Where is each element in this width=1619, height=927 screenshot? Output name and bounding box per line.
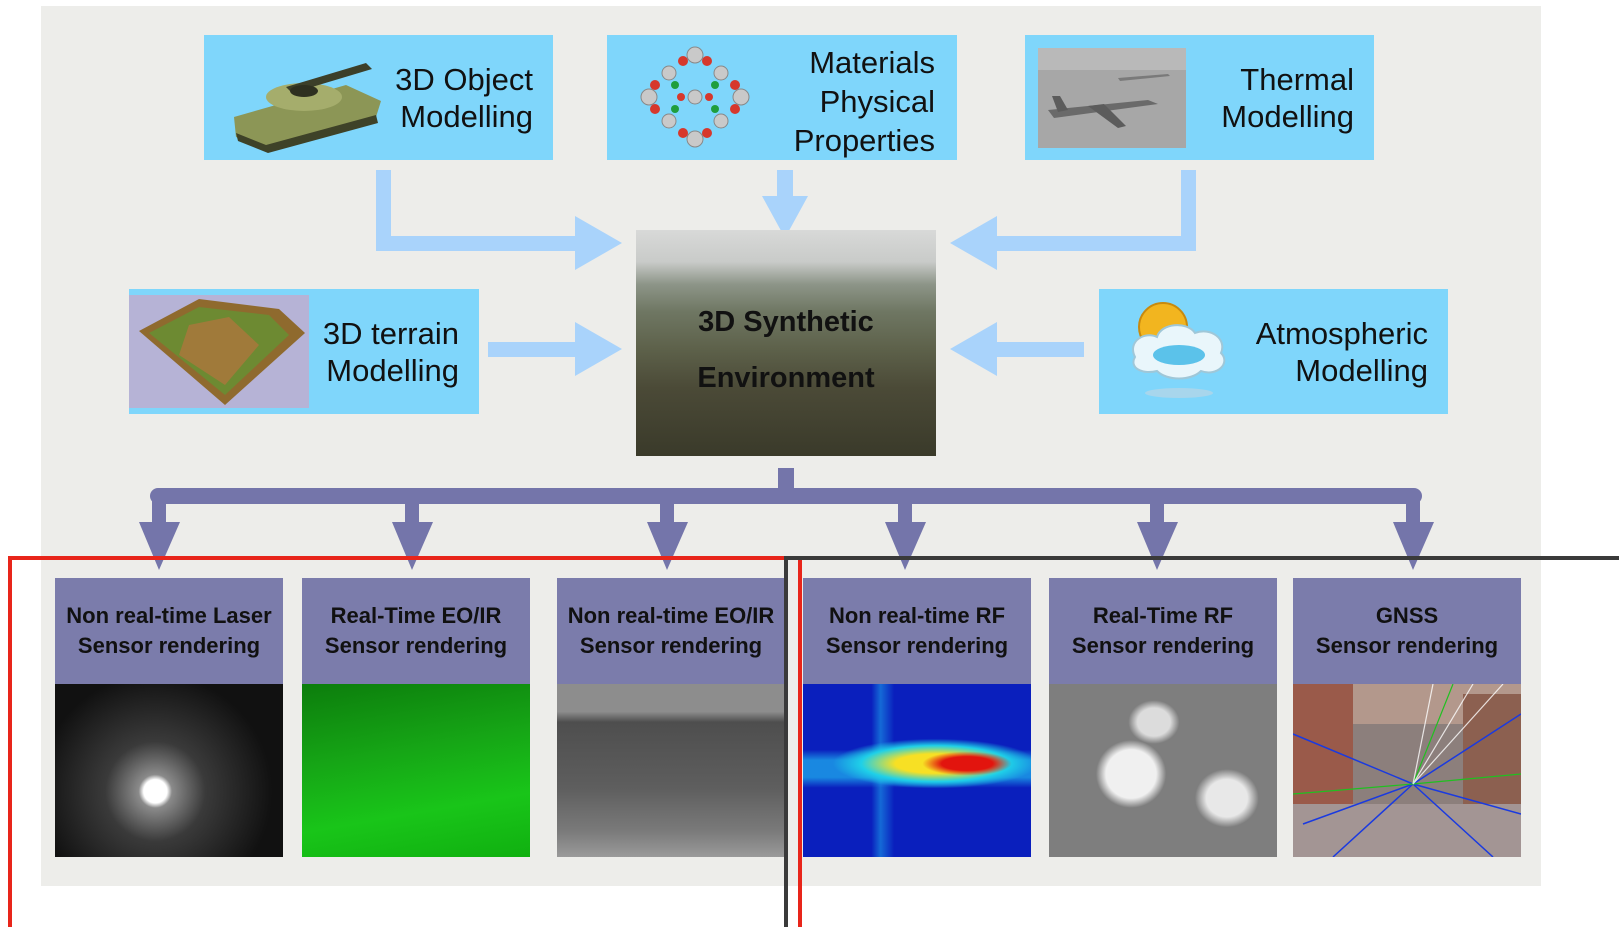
arrow-to-sensor-6 xyxy=(1393,496,1434,570)
rf-heatmap-render-image xyxy=(803,684,1031,857)
sensor-eoir-realtime: Real-Time EO/IR Sensor rendering xyxy=(302,578,530,857)
arrow-atmospheric-to-environment xyxy=(950,322,1084,376)
sensor-eoir-nonrealtime-label: Non real-time EO/IR Sensor rendering xyxy=(557,578,785,684)
thermal-box: Thermal Modelling xyxy=(1025,35,1374,160)
aircraft-image xyxy=(1038,48,1186,148)
atmospheric-label: Atmospheric Modelling xyxy=(1255,316,1428,388)
terrain-image xyxy=(129,295,309,408)
arrow-to-sensor-2 xyxy=(392,496,433,570)
sun-cloud-icon xyxy=(1132,302,1226,398)
rf-buildings-render-image xyxy=(1049,684,1277,857)
object-modelling-label: 3D Object Modelling xyxy=(395,62,533,134)
laser-render-image xyxy=(55,684,283,857)
arrow-object-to-environment xyxy=(376,170,622,270)
arrow-to-sensor-3 xyxy=(647,496,688,570)
sensor-rf-realtime: Real-Time RF Sensor rendering xyxy=(1049,578,1277,857)
materials-label: Materials Physical Properties xyxy=(793,45,935,158)
sensor-rf-nonrealtime: Non real-time RF Sensor rendering xyxy=(803,578,1031,857)
arrow-to-sensor-5 xyxy=(1137,496,1178,570)
sensor-rf-realtime-label: Real-Time RF Sensor rendering xyxy=(1049,578,1277,684)
atmospheric-box: Atmospheric Modelling xyxy=(1099,289,1448,414)
eoir-green-render-image xyxy=(302,684,530,857)
arrow-thermal-to-environment xyxy=(950,170,1196,270)
arrow-to-sensor-1 xyxy=(139,496,180,570)
sensor-eoir-nonrealtime: Non real-time EO/IR Sensor rendering xyxy=(557,578,785,857)
sensor-laser: Non real-time Laser Sensor rendering xyxy=(55,578,283,857)
sensor-rf-nonrealtime-label: Non real-time RF Sensor rendering xyxy=(803,578,1031,684)
environment-image xyxy=(636,230,936,456)
sensor-eoir-realtime-label: Real-Time EO/IR Sensor rendering xyxy=(302,578,530,684)
sensor-laser-label: Non real-time Laser Sensor rendering xyxy=(55,578,283,684)
tank-image xyxy=(234,63,381,153)
arrow-to-sensor-4 xyxy=(885,496,926,570)
environment-label: 3D Synthetic Environment xyxy=(697,306,875,394)
terrain-label: 3D terrain Modelling xyxy=(322,316,459,388)
object-modelling-box: 3D Object Modelling xyxy=(204,35,553,160)
arrow-terrain-to-environment xyxy=(488,322,622,376)
gnss-rays-render-image xyxy=(1293,684,1521,857)
terrain-box: 3D terrain Modelling xyxy=(129,289,479,414)
arrow-materials-to-environment xyxy=(762,170,808,238)
sensor-gnss-label: GNSS Sensor rendering xyxy=(1293,578,1521,684)
thermal-label: Thermal Modelling xyxy=(1221,62,1354,134)
materials-box: Materials Physical Properties xyxy=(607,35,957,160)
molecule-image xyxy=(640,46,750,148)
eoir-gray-render-image xyxy=(557,684,785,857)
sensor-gnss: GNSS Sensor rendering xyxy=(1293,578,1521,857)
